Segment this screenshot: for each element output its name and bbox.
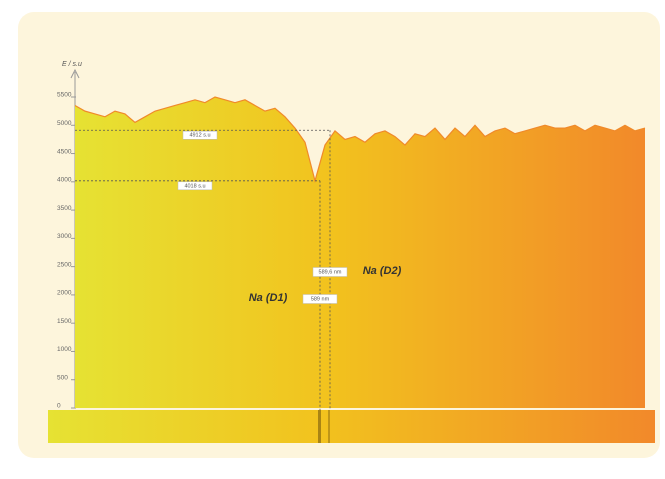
element-label: Na (D1) (249, 292, 288, 304)
y-tick-label: 3000 (57, 233, 72, 240)
chart: E / s.u 0 500 1000 1500 2000 2500 3000 3500 4000… (0, 0, 665, 479)
y-tick-label: 1000 (57, 346, 72, 353)
reference-label: 4018 s.u (184, 183, 205, 189)
wavelength-label: 589,6 nm (319, 269, 342, 275)
spectrum-strip (48, 410, 655, 443)
absorption-line (328, 410, 330, 443)
y-axis-title: E / s.u (62, 61, 82, 68)
absorption-line (318, 410, 321, 443)
y-tick-label: 2000 (57, 290, 72, 297)
y-tick-label: 500 (57, 374, 68, 381)
y-tick-label: 3500 (57, 205, 72, 212)
element-label: Na (D2) (363, 265, 402, 277)
y-tick-label: 1500 (57, 318, 72, 325)
y-tick-label: 5000 (57, 120, 72, 127)
y-tick-label: 5500 (57, 92, 72, 99)
y-tick-label: 2500 (57, 261, 72, 268)
y-tick-label: 0 (57, 403, 61, 410)
y-tick-label: 4000 (57, 177, 72, 184)
y-tick-label: 4500 (57, 148, 72, 155)
wavelength-label: 589 nm (311, 296, 330, 302)
reference-label: 4912 s.u (189, 133, 210, 139)
area (75, 97, 645, 408)
